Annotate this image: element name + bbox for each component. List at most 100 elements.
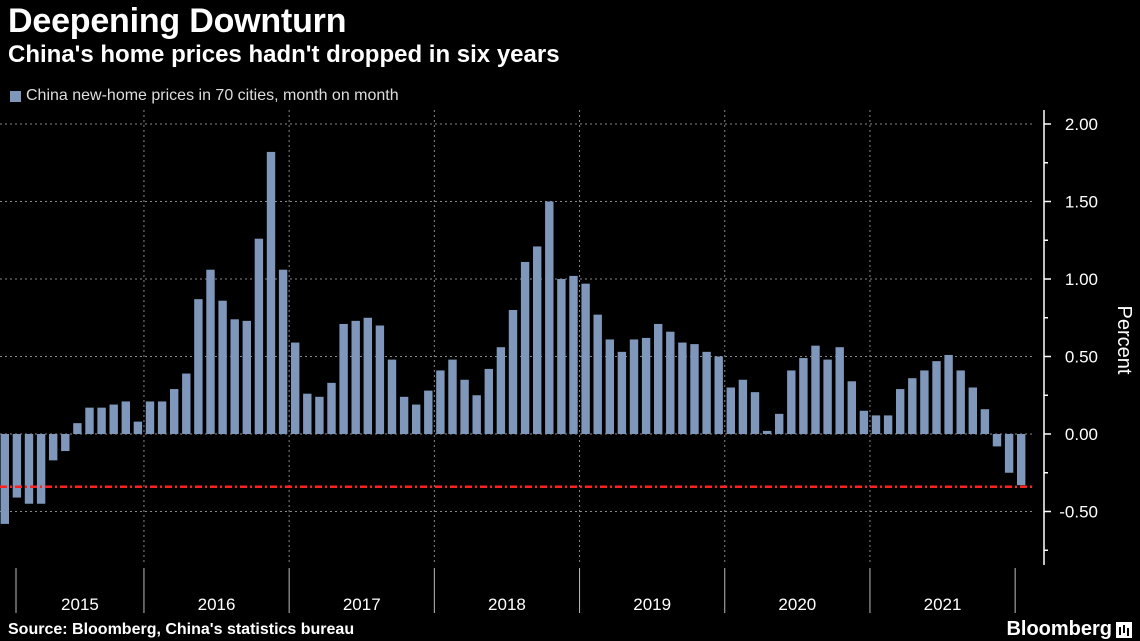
bar (666, 331, 675, 434)
bar (508, 310, 518, 434)
bar (448, 359, 457, 434)
bar (182, 373, 191, 434)
bar (896, 389, 905, 434)
bar (242, 320, 251, 434)
bar (157, 401, 167, 434)
bar (762, 430, 772, 434)
bar (593, 314, 602, 434)
bar (581, 283, 590, 434)
bar (73, 423, 82, 434)
bar (932, 361, 941, 434)
x-tick-label-year: 2020 (778, 595, 816, 614)
bar (557, 279, 566, 434)
bar (678, 342, 687, 434)
bar (484, 368, 493, 434)
bar (254, 238, 264, 434)
bar (835, 347, 844, 434)
y-tick-label: 1.00 (1065, 270, 1098, 289)
bar (799, 358, 808, 434)
bar (0, 434, 9, 524)
bar (823, 359, 832, 434)
bar (871, 415, 881, 434)
bar (61, 434, 70, 452)
bar (351, 320, 360, 434)
bar (811, 345, 820, 434)
bar (97, 407, 106, 434)
bar (278, 269, 288, 434)
bar (436, 370, 445, 434)
bar (424, 390, 433, 434)
bar (569, 275, 578, 434)
bar (520, 261, 530, 434)
bar (726, 387, 735, 434)
bar (266, 151, 276, 434)
bar (992, 434, 1002, 447)
legend: China new-home prices in 70 cities, mont… (10, 87, 399, 105)
y-axis-label: Percent (1113, 306, 1135, 375)
bar (218, 300, 227, 434)
chart-title: Deepening Downturn (8, 2, 347, 40)
bar (24, 434, 34, 504)
bar (399, 396, 409, 434)
bar (908, 378, 917, 434)
x-tick-label-year: 2015 (61, 595, 99, 614)
x-tick-label-year: 2021 (924, 595, 962, 614)
bar (133, 421, 143, 434)
brand-logo: Bloomberg (1006, 618, 1132, 641)
bar (194, 299, 203, 434)
bar (49, 434, 58, 461)
bar (956, 370, 965, 434)
bar (12, 434, 22, 498)
bar (36, 434, 46, 504)
bar (654, 323, 663, 434)
x-tick-label-year: 2016 (198, 595, 236, 614)
bar (109, 404, 118, 434)
legend-swatch (10, 90, 21, 102)
bar (303, 393, 312, 434)
bar (641, 337, 651, 434)
bar (702, 351, 711, 434)
bar (883, 415, 893, 434)
bar (944, 354, 953, 434)
bar (533, 246, 542, 434)
bar (170, 389, 179, 434)
bar (460, 379, 469, 434)
bar (545, 201, 554, 434)
x-axis-years: 2015 2016 2017 2018 2019 2020 2021 (15, 568, 1016, 614)
bar (85, 407, 94, 434)
x-tick-label-year: 2019 (633, 595, 671, 614)
bar (387, 359, 397, 434)
y-tick-label: 0.50 (1065, 348, 1098, 367)
bar (315, 396, 324, 434)
chart-subtitle: China's home prices hadn't dropped in si… (8, 41, 560, 68)
x-tick-label-year: 2017 (343, 595, 381, 614)
bar (1004, 434, 1014, 473)
source-note: Source: Bloomberg, China's statistics bu… (8, 621, 355, 638)
bar (920, 370, 929, 434)
bar (363, 317, 372, 434)
bar (617, 351, 627, 434)
bar (1017, 434, 1026, 486)
bar (412, 404, 421, 434)
bar (738, 379, 748, 434)
bar (230, 319, 239, 434)
y-tick-label: 0.00 (1065, 425, 1098, 444)
bar (714, 356, 723, 434)
bar (291, 342, 300, 434)
y-axis: 2.00 1.50 1.00 0.50 0.00 -0.50 (1043, 110, 1098, 565)
bar (690, 344, 699, 434)
bar (206, 269, 215, 434)
bar (847, 381, 856, 434)
bar (375, 325, 385, 434)
bar (339, 323, 348, 434)
x-tick-label-year: 2018 (488, 595, 526, 614)
bar (775, 413, 784, 434)
bar (605, 339, 614, 434)
bar (496, 347, 506, 434)
legend-label: China new-home prices in 70 cities, mont… (26, 87, 399, 104)
y-tick-label: 1.50 (1065, 193, 1098, 212)
bar (750, 392, 760, 434)
bar (121, 401, 130, 434)
bar (968, 387, 977, 434)
